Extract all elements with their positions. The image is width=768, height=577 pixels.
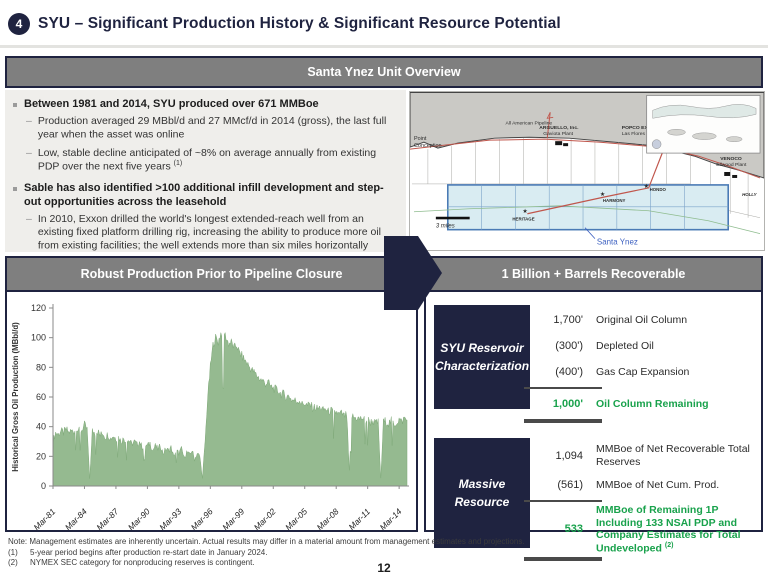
bullet-square-icon [13, 186, 17, 191]
santa-ynez-pointer [584, 227, 596, 239]
slide-number-badge: 4 [8, 13, 30, 35]
inset-map [646, 95, 761, 154]
svg-text:Mar-81: Mar-81 [31, 506, 57, 530]
bullet-1-sub-2: – Low, stable decline anticipated of ~8%… [26, 146, 377, 173]
svg-text:80: 80 [36, 362, 46, 372]
recoverable-panel: 1 Billion + Barrels Recoverable SYU Rese… [424, 256, 763, 561]
recoverable-panel-header: 1 Billion + Barrels Recoverable [426, 258, 761, 292]
massive-resource-group: Massive Resource 1,094 MMBoe of Net Reco… [434, 438, 761, 563]
map-contour-line [413, 205, 761, 235]
overview-section-header: Santa Ynez Unit Overview [5, 56, 763, 88]
table-row: (400') Gas Cap Expansion [555, 365, 690, 378]
massive-resource-box: Massive Resource [434, 438, 530, 548]
svg-text:HARMONY: HARMONY [603, 198, 626, 203]
table-row-total: 1,000' Oil Column Remaining [552, 397, 709, 410]
title-divider [0, 45, 768, 48]
venoco-label-1: VENOCO [720, 156, 742, 162]
production-panel-header: Robust Production Prior to Pipeline Clos… [7, 258, 416, 292]
reservoir-characterization-group: SYU Reservoir Characterization 1,700' Or… [434, 305, 761, 425]
map-svg: ★ ★ ★ HERITAGE HARMONY HONDO HOLLY All A… [410, 92, 764, 247]
svg-text:Mar-14: Mar-14 [378, 506, 404, 530]
svg-text:100: 100 [31, 333, 46, 343]
platform-markers: ★ ★ ★ [522, 183, 649, 215]
bullet-2: Sable has also identified >100 additiona… [13, 181, 396, 209]
point-conception-label-2: Conception [414, 143, 442, 149]
footnote-1: (1) 5-year period begins after production… [8, 547, 268, 557]
footnotes: Note: Management estimates are inherentl… [8, 537, 760, 569]
heritage-star-icon: ★ [522, 208, 527, 215]
dash-icon: – [26, 212, 32, 225]
svg-text:Mar-99: Mar-99 [220, 506, 246, 530]
svg-text:Mar-11: Mar-11 [347, 506, 373, 530]
flow-arrow-icon [384, 236, 442, 310]
svg-text:Mar-05: Mar-05 [283, 506, 309, 530]
santa-ynez-label: Santa Ynez [597, 238, 638, 247]
bullet-1: Between 1981 and 2014, SYU produced over… [13, 97, 396, 111]
double-rule [524, 556, 602, 561]
pipeline-label: All American Pipeline [505, 120, 552, 126]
bullet-2-sub-1: – In 2010, Exxon drilled the world's lon… [26, 212, 382, 252]
harmony-star-icon: ★ [600, 191, 605, 198]
table-row: 1,094 MMBoe of Net Recoverable Total Res… [555, 443, 750, 468]
dash-icon: – [26, 115, 32, 128]
footnote-note: Note: Management estimates are inherentl… [8, 537, 525, 546]
svg-text:Historical Gross Oil Productio: Historical Gross Oil Production (MBbl/d) [11, 322, 20, 472]
scale-bar: 3 miles [435, 216, 470, 230]
svg-text:Mar-84: Mar-84 [63, 506, 89, 530]
svg-text:HONDO: HONDO [650, 187, 667, 192]
svg-text:Mar-96: Mar-96 [189, 506, 215, 530]
table-row: 1,700' Original Oil Column [553, 313, 688, 326]
svg-text:Mar-87: Mar-87 [94, 506, 120, 530]
venoco-label-2: Ellwood Plant [716, 162, 747, 168]
point-conception-label-1: Point [414, 136, 427, 142]
platform-labels: HERITAGE HARMONY HONDO HOLLY [512, 187, 757, 222]
svg-text:0: 0 [41, 481, 46, 491]
svg-text:40: 40 [36, 422, 46, 432]
production-panel: Robust Production Prior to Pipeline Clos… [5, 256, 418, 532]
bullet-square-icon [13, 103, 17, 107]
reservoir-characterization-box: SYU Reservoir Characterization [434, 305, 530, 409]
page-title: SYU – Significant Production History & S… [38, 15, 561, 32]
footnote-2: (2) NYMEX SEC category for nonproducing r… [8, 558, 255, 568]
table-row: (300') Depleted Oil [555, 339, 654, 352]
svg-text:Mar-90: Mar-90 [126, 506, 152, 530]
hondo-star-icon: ★ [644, 183, 649, 190]
svg-text:HERITAGE: HERITAGE [512, 217, 534, 222]
double-rule [524, 419, 602, 423]
svg-text:Mar-08: Mar-08 [315, 506, 341, 530]
slide-header: 4 SYU – Significant Production History &… [8, 8, 760, 40]
svg-text:120: 120 [31, 303, 46, 313]
santa-ynez-map: ★ ★ ★ HERITAGE HARMONY HONDO HOLLY All A… [409, 91, 765, 251]
page-number: 12 [377, 561, 391, 575]
svg-text:60: 60 [36, 392, 46, 402]
sum-rule [524, 387, 602, 389]
dash-icon: – [26, 146, 32, 159]
svg-text:3 miles: 3 miles [436, 224, 455, 230]
sum-rule [524, 500, 602, 502]
bullet-1-sub-1: – Production averaged 29 MBbl/d and 27 M… [26, 115, 387, 141]
arguello-label-1: ARGUELLO, Inc. [539, 125, 579, 131]
overview-bullets: Between 1981 and 2014, SYU produced over… [5, 90, 406, 252]
area-series [52, 331, 408, 487]
svg-text:Mar-02: Mar-02 [252, 506, 278, 530]
arguello-label-2: Gaviota Plant [543, 131, 573, 137]
svg-text:20: 20 [36, 451, 46, 461]
table-row-total: 533 MMBoe of Remaining 1P Including 133 … [564, 504, 741, 555]
svg-text:Mar-93: Mar-93 [157, 506, 183, 530]
production-chart: 0 20 40 60 80 100 120 Mar-81 Mar-84 Mar-87 Mar-90 M… [7, 292, 416, 530]
holly-label: HOLLY [742, 192, 758, 197]
table-row: (561) MMBoe of Net Cum. Prod. [557, 478, 720, 491]
